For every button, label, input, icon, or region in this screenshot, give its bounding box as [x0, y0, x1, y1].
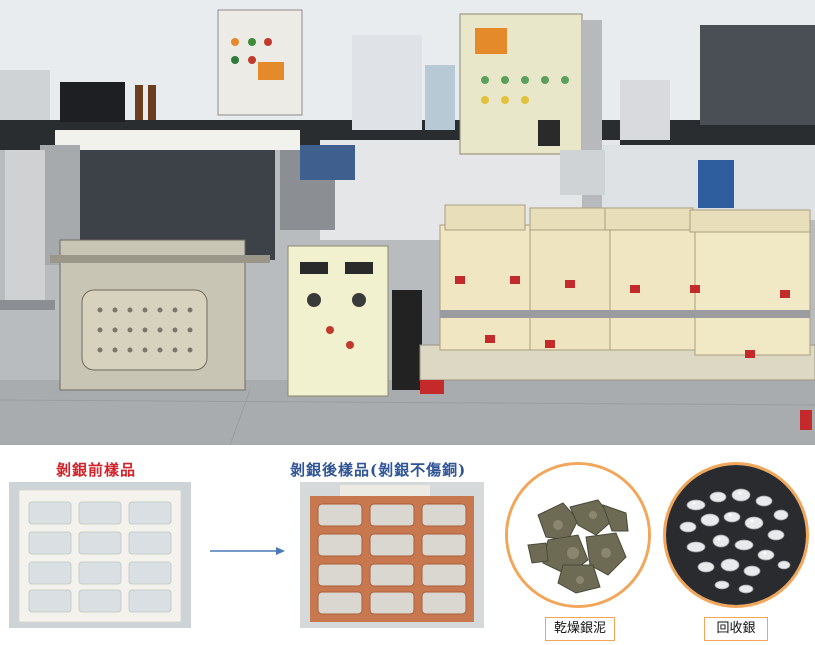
silver-sludge-label: 乾燥銀泥	[545, 617, 615, 641]
before-sample-caption: 剝銀前樣品	[56, 461, 137, 479]
recovered-silver-image	[663, 462, 809, 608]
equipment-photo	[0, 0, 815, 445]
arrow-right-icon	[210, 547, 285, 555]
before-sample-image	[9, 482, 191, 628]
silver-sludge-image	[505, 462, 651, 608]
recovered-silver-label: 回收銀	[704, 617, 768, 641]
after-sample-image	[300, 482, 484, 628]
after-sample-caption: 剝銀後樣品(剝銀不傷銅)	[290, 461, 467, 479]
